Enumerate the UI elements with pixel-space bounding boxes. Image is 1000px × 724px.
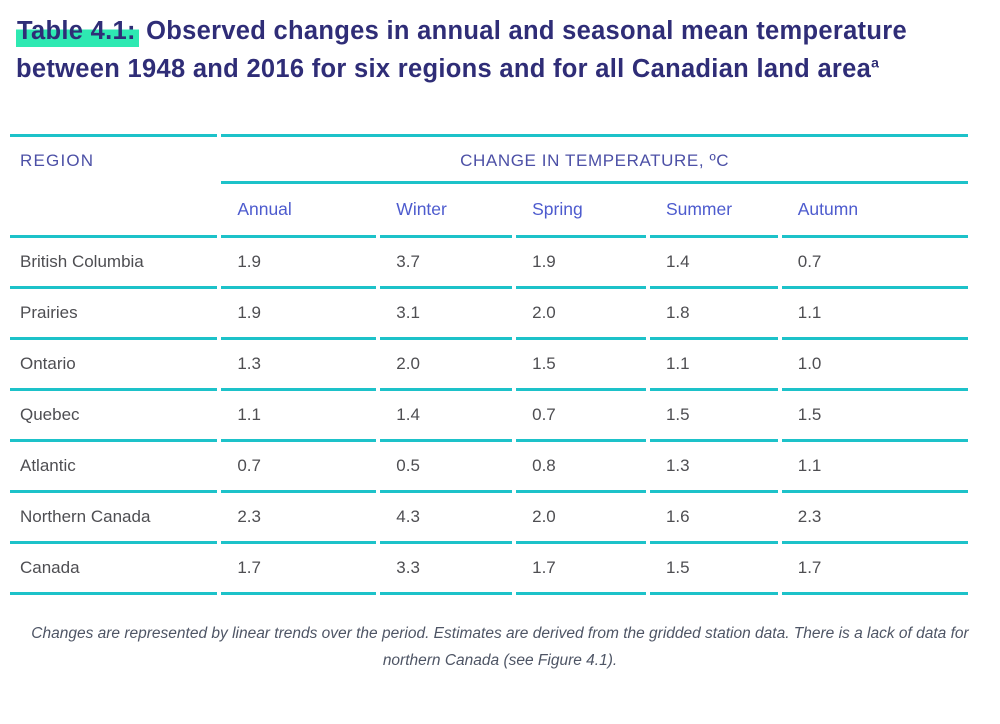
value-cell: 1.1 xyxy=(221,391,377,442)
table-row: Quebec 1.1 1.4 0.7 1.5 1.5 xyxy=(10,391,968,442)
value-cell: 0.7 xyxy=(516,391,646,442)
column-header-summer: Summer xyxy=(649,184,778,238)
temperature-change-table: REGION CHANGE IN TEMPERATURE, ºC Annual … xyxy=(6,134,972,595)
value-cell: 1.1 xyxy=(649,340,778,391)
value-cell: 1.5 xyxy=(516,340,646,391)
value-cell: 1.4 xyxy=(380,391,513,442)
value-cell: 1.9 xyxy=(221,289,377,340)
value-cell: 0.5 xyxy=(380,442,513,493)
value-cell: 1.7 xyxy=(516,544,646,595)
region-cell: Atlantic xyxy=(10,442,218,493)
value-cell: 2.3 xyxy=(221,493,377,544)
value-cell: 1.9 xyxy=(516,238,646,289)
value-cell: 1.5 xyxy=(649,391,778,442)
value-cell: 1.7 xyxy=(221,544,377,595)
value-cell: 2.0 xyxy=(380,340,513,391)
value-cell: 1.9 xyxy=(221,238,377,289)
column-header-autumn: Autumn xyxy=(781,184,968,238)
value-cell: 1.5 xyxy=(781,391,968,442)
region-cell: Northern Canada xyxy=(10,493,218,544)
column-header-winter: Winter xyxy=(380,184,513,238)
table-footnote: Changes are represented by linear trends… xyxy=(31,625,969,669)
value-cell: 1.1 xyxy=(781,442,968,493)
table-title-text: Observed changes in annual and seasonal … xyxy=(16,17,907,83)
column-header-annual: Annual xyxy=(221,184,377,238)
value-cell: 0.7 xyxy=(781,238,968,289)
table-row: Canada 1.7 3.3 1.7 1.5 1.7 xyxy=(10,544,968,595)
region-cell: British Columbia xyxy=(10,238,218,289)
value-cell: 1.6 xyxy=(649,493,778,544)
value-cell: 0.7 xyxy=(221,442,377,493)
value-cell: 1.8 xyxy=(649,289,778,340)
table-title: Table 4.1: Observed changes in annual an… xyxy=(16,12,946,88)
region-cell: Prairies xyxy=(10,289,218,340)
region-cell: Canada xyxy=(10,544,218,595)
value-cell: 3.7 xyxy=(380,238,513,289)
table-row: Northern Canada 2.3 4.3 2.0 1.6 2.3 xyxy=(10,493,968,544)
value-cell: 1.7 xyxy=(781,544,968,595)
region-cell: Ontario xyxy=(10,340,218,391)
value-cell: 1.1 xyxy=(781,289,968,340)
value-cell: 1.3 xyxy=(221,340,377,391)
table-number-label: Table 4.1: xyxy=(16,17,139,47)
table-row: British Columbia 1.9 3.7 1.9 1.4 0.7 xyxy=(10,238,968,289)
value-cell: 3.3 xyxy=(380,544,513,595)
temperature-group-header: CHANGE IN TEMPERATURE, ºC xyxy=(221,134,968,184)
season-header-row: Annual Winter Spring Summer Autumn xyxy=(10,184,968,238)
value-cell: 0.8 xyxy=(516,442,646,493)
value-cell: 1.5 xyxy=(649,544,778,595)
value-cell: 1.4 xyxy=(649,238,778,289)
table-row: Ontario 1.3 2.0 1.5 1.1 1.0 xyxy=(10,340,968,391)
table-row: Atlantic 0.7 0.5 0.8 1.3 1.1 xyxy=(10,442,968,493)
value-cell: 3.1 xyxy=(380,289,513,340)
table-row: Prairies 1.9 3.1 2.0 1.8 1.1 xyxy=(10,289,968,340)
region-column-header: REGION xyxy=(10,134,218,238)
value-cell: 2.0 xyxy=(516,289,646,340)
value-cell: 4.3 xyxy=(380,493,513,544)
group-header-row: REGION CHANGE IN TEMPERATURE, ºC xyxy=(10,134,968,238)
value-cell: 1.0 xyxy=(781,340,968,391)
column-header-spring: Spring xyxy=(516,184,646,238)
title-footnote-marker: a xyxy=(871,54,880,71)
value-cell: 2.3 xyxy=(781,493,968,544)
value-cell: 1.3 xyxy=(649,442,778,493)
region-cell: Quebec xyxy=(10,391,218,442)
value-cell: 2.0 xyxy=(516,493,646,544)
